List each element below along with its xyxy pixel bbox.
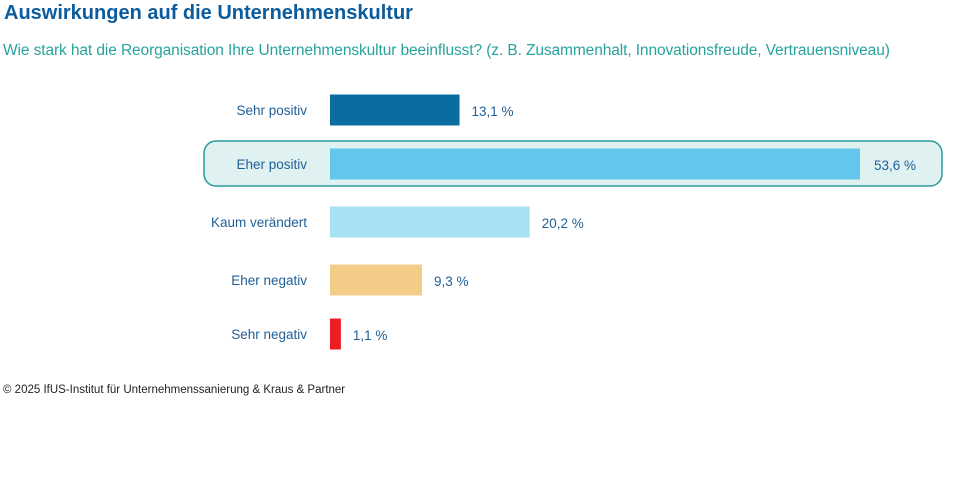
bar-2 xyxy=(330,206,530,238)
bar-0 xyxy=(330,94,460,126)
chart-subtitle: Wie stark hat die Reorganisation Ihre Un… xyxy=(3,42,890,59)
chart-title: Auswirkungen auf die Unternehmenskultur xyxy=(4,2,413,24)
bar-1 xyxy=(330,148,860,180)
bar-3 xyxy=(330,264,422,296)
value-label: 13,1 % xyxy=(472,104,514,119)
value-label: 1,1 % xyxy=(353,328,388,343)
value-label: 53,6 % xyxy=(874,158,916,173)
category-label: Kaum verändert xyxy=(211,215,307,230)
category-label: Eher negativ xyxy=(231,273,307,288)
copyright-note: © 2025 IfUS-Institut für Unternehmenssan… xyxy=(3,384,346,396)
value-label: 9,3 % xyxy=(434,274,469,289)
bar-4 xyxy=(330,318,341,350)
category-label: Eher positiv xyxy=(236,157,307,172)
category-label: Sehr positiv xyxy=(236,103,307,118)
category-label: Sehr negativ xyxy=(231,327,307,342)
value-label: 20,2 % xyxy=(542,216,584,231)
